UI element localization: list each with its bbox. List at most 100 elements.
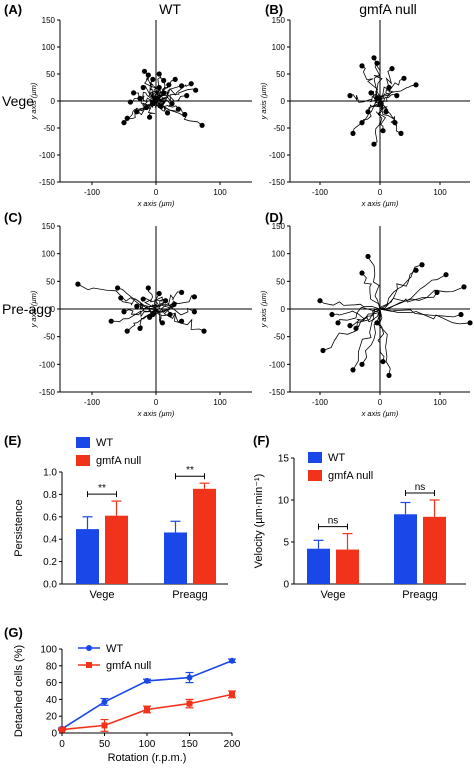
track-endpoint-d [461,284,467,290]
legend-swatch-f [308,470,322,481]
track-endpoint-a [179,83,185,89]
track-endpoint-d [317,298,323,304]
track-endpoint-b [347,93,353,99]
track-path-c [155,304,174,311]
data-point-g [144,706,150,713]
row-label-preagg: Pre-agg [2,301,52,317]
y-tick-label-a: 50 [46,70,55,79]
y-tick-label-g: 60 [46,678,58,689]
track-endpoint-d [467,320,473,326]
track-endpoint-c [167,311,173,318]
data-point-g [229,657,235,664]
track-endpoint-a [199,122,205,128]
panel-letter-b: (B) [265,2,283,17]
y-tick-label-a: -50 [43,124,55,133]
track-path-b [379,100,389,112]
x-tick-label-a: -100 [84,188,101,197]
legend-marker-g [86,645,92,651]
y-tick-label-g: 100 [40,645,57,656]
y-tick-label-b: -100 [269,151,286,160]
track-endpoint-d [380,358,386,365]
legend-label-f: gmfA null [328,470,373,482]
track-path-c [142,297,158,310]
y-tick-label-e: 0.4 [43,535,57,546]
track-endpoint-a [158,103,164,109]
track-endpoint-b [371,141,377,147]
y-tick-label-d: -50 [273,333,285,342]
track-path-d [361,308,381,365]
y-tick-label-g: 40 [46,695,58,706]
legend-label-e: gmfA null [96,455,141,467]
y-tick-label-f: 10 [278,496,290,507]
track-path-a [152,87,161,102]
track-endpoint-c [115,285,121,291]
y-tick-label-b: -50 [273,124,285,133]
y-tick-label-c: -50 [43,333,55,342]
track-endpoint-b [380,128,386,134]
x-tick-label-b: 100 [433,188,447,197]
y-tick-label-a: -100 [39,151,56,160]
x-tick-label-c: 0 [154,398,159,407]
track-path-b [379,77,405,102]
track-endpoint-b [394,93,400,99]
x-tick-label-c: 100 [213,398,227,407]
y-tick-label-b: -150 [269,178,286,187]
track-path-a [147,100,157,118]
y-tick-label-c: -100 [39,360,56,369]
track-endpoint-b [386,84,392,91]
legend-label-e: WT [96,437,113,449]
track-path-d [379,274,447,310]
track-path-d [367,256,381,310]
y-axis-label-f: Velocity (µm·min⁻¹) [253,474,265,569]
x-tick-label-d: -100 [312,398,329,407]
legend-label-g: gmfA null [106,660,151,672]
x-axis-label-d: x axis (µm) [361,409,399,418]
track-endpoint-d [335,320,341,326]
track-endpoint-b [389,66,395,72]
bar-e [193,488,216,584]
track-endpoint-c [179,289,185,295]
y-tick-label-f: 15 [278,454,290,465]
panel-letter-d: (D) [265,210,283,225]
y-tick-label-e: 0.0 [43,580,57,591]
track-endpoint-a [131,90,137,96]
y-tick-label-a: 100 [42,43,56,52]
x-tick-label-c: -100 [84,398,101,407]
track-endpoint-d [347,323,353,329]
track-endpoint-b [401,75,407,81]
track-path-a [133,91,157,102]
data-point-g [144,677,150,684]
track-endpoint-d [365,253,371,260]
x-tick-label-d: 100 [433,398,447,407]
y-axis-label-a: y axis (µm) [29,82,38,120]
track-path-a [130,98,157,106]
y-tick-label-e: 0.8 [43,490,57,501]
track-path-a [155,94,187,103]
track-endpoint-a [145,72,151,78]
y-axis-label-g: Detached cells (%) [13,645,25,737]
track-path-a [123,100,157,123]
panel-letter-e: (E) [4,433,21,448]
track-endpoint-d [320,347,326,354]
track-endpoint-a [150,76,156,82]
track-endpoint-d [419,262,425,268]
y-tick-label-d: -100 [269,360,286,369]
track-path-d [379,308,471,325]
track-path-b [377,68,393,102]
track-endpoint-d [413,267,419,273]
track-endpoint-c [124,328,130,334]
track-path-b [373,63,382,102]
legend-label-f: WT [328,452,345,464]
track-endpoint-c [159,320,165,326]
y-tick-label-d: -150 [269,388,286,397]
y-tick-label-a: -150 [39,178,56,187]
track-endpoint-a [193,87,199,93]
significance-label-e: ** [98,483,106,494]
track-endpoint-c [118,295,124,301]
y-axis-label-d: y axis (µm) [259,290,268,328]
track-endpoint-b [359,63,365,69]
track-endpoint-a [121,120,127,126]
track-path-b [370,90,381,102]
track-endpoint-a [164,110,171,116]
